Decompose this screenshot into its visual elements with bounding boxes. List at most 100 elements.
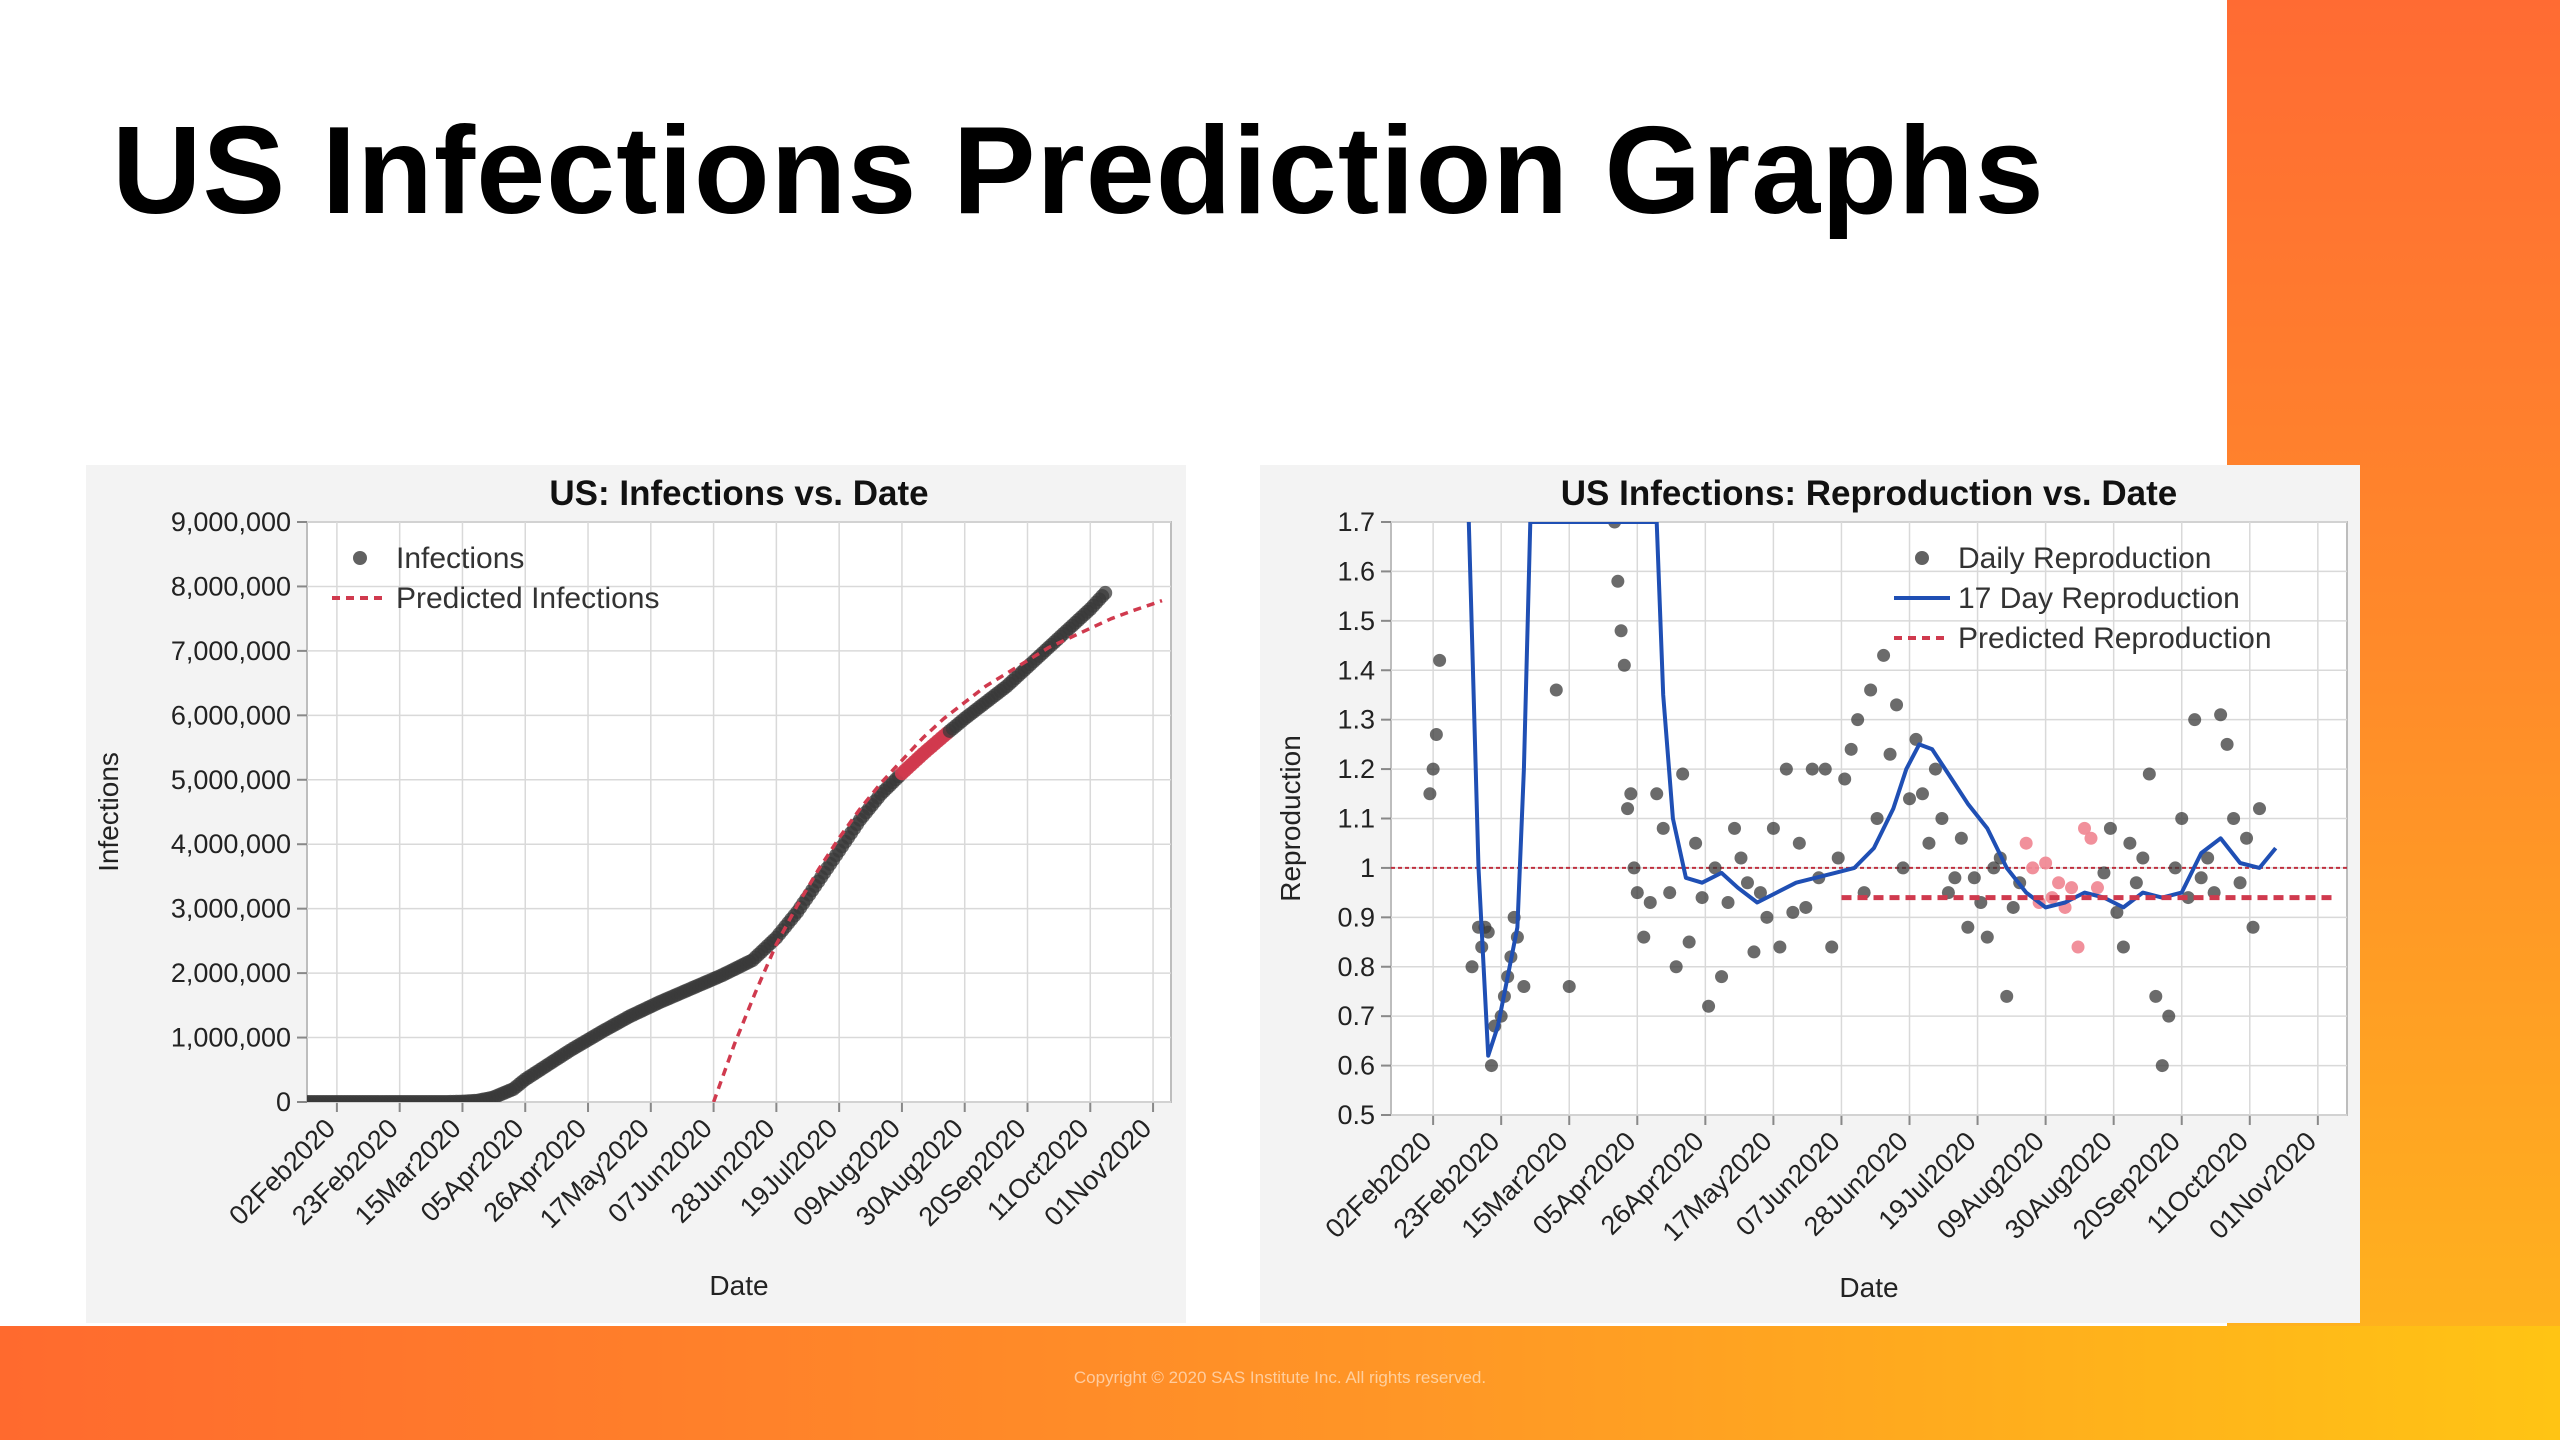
daily-reproduction-point bbox=[1708, 861, 1722, 875]
daily-reproduction-point bbox=[2065, 881, 2079, 895]
daily-reproduction-point bbox=[2006, 900, 2020, 914]
daily-reproduction-point bbox=[1702, 999, 1716, 1013]
daily-reproduction-point bbox=[1676, 767, 1690, 781]
daily-reproduction-point bbox=[1721, 896, 1735, 910]
legend-marker-daily-reproduction bbox=[1915, 551, 1929, 565]
daily-reproduction-point bbox=[1747, 945, 1761, 959]
daily-reproduction-point bbox=[1429, 727, 1443, 741]
daily-reproduction-point bbox=[1734, 851, 1748, 865]
daily-reproduction-point bbox=[1773, 940, 1787, 954]
daily-reproduction-point bbox=[2214, 708, 2228, 722]
legend-label-predicted-infections: Predicted Infections bbox=[396, 582, 659, 615]
daily-reproduction-point bbox=[1624, 787, 1638, 801]
daily-reproduction-point bbox=[1695, 891, 1709, 905]
page-title: US Infections Prediction Graphs bbox=[112, 102, 2045, 240]
y-tick-label: 2,000,000 bbox=[171, 958, 291, 988]
daily-reproduction-point bbox=[1650, 787, 1664, 801]
daily-reproduction-point bbox=[2194, 871, 2208, 885]
daily-reproduction-point bbox=[1805, 762, 1819, 776]
daily-reproduction-point bbox=[1740, 876, 1754, 890]
daily-reproduction-point bbox=[1838, 772, 1852, 786]
predicted-infections-line bbox=[711, 598, 1163, 1102]
daily-reproduction-point bbox=[1948, 871, 1962, 885]
legend-label-infections: Infections bbox=[396, 542, 524, 575]
legend-marker-infections bbox=[353, 551, 367, 565]
daily-reproduction-point bbox=[1728, 821, 1742, 835]
y-tick-label: 7,000,000 bbox=[171, 636, 291, 666]
daily-reproduction-point bbox=[2246, 920, 2260, 934]
chart-title: US Infections: Reproduction vs. Date bbox=[1561, 474, 2177, 513]
daily-reproduction-point bbox=[1928, 762, 1942, 776]
daily-reproduction-point bbox=[1825, 940, 1839, 954]
daily-reproduction-point bbox=[1760, 910, 1774, 924]
daily-reproduction-point bbox=[1637, 930, 1651, 944]
daily-reproduction-point bbox=[2227, 812, 2241, 825]
daily-reproduction-point bbox=[1987, 861, 2001, 875]
reproduction-chart-panel: US Infections: Reproduction vs. Date 02Fe… bbox=[1260, 465, 2360, 1323]
daily-reproduction-point bbox=[2168, 861, 2182, 875]
daily-reproduction-point bbox=[1423, 787, 1437, 801]
daily-reproduction-point bbox=[1967, 871, 1981, 885]
daily-reproduction-point bbox=[2233, 876, 2247, 890]
y-tick-label: 1.4 bbox=[1337, 655, 1375, 685]
daily-reproduction-point bbox=[2201, 851, 2215, 865]
daily-reproduction-point bbox=[2175, 812, 2189, 825]
daily-reproduction-point bbox=[2039, 856, 2053, 870]
daily-reproduction-point bbox=[1481, 925, 1495, 939]
plot-marks bbox=[1423, 522, 2338, 1073]
plot-marks bbox=[307, 585, 1163, 1102]
daily-reproduction-point bbox=[2078, 821, 2092, 835]
daily-reproduction-point bbox=[1779, 762, 1793, 776]
daily-reproduction-point bbox=[1922, 836, 1936, 850]
y-axis-label: Infections bbox=[93, 752, 124, 872]
daily-reproduction-point bbox=[1484, 1059, 1498, 1073]
legend-label-predicted-reproduction: Predicted Reproduction bbox=[1958, 622, 2272, 655]
daily-reproduction-point bbox=[1883, 747, 1897, 761]
daily-reproduction-point bbox=[2000, 989, 2014, 1003]
daily-reproduction-point bbox=[1903, 792, 1917, 806]
y-tick-label: 4,000,000 bbox=[171, 829, 291, 859]
y-tick-label: 1.6 bbox=[1337, 556, 1375, 586]
daily-reproduction-point bbox=[1935, 812, 1949, 825]
daily-reproduction-point bbox=[1682, 935, 1696, 949]
y-tick-label: 0 bbox=[276, 1087, 291, 1117]
y-tick-label: 8,000,000 bbox=[171, 571, 291, 601]
daily-reproduction-point bbox=[2253, 802, 2267, 816]
daily-reproduction-point bbox=[2181, 891, 2195, 905]
y-tick-label: 1.1 bbox=[1337, 804, 1375, 834]
daily-reproduction-point bbox=[2220, 737, 2234, 751]
daily-reproduction-point bbox=[1562, 980, 1576, 994]
daily-reproduction-point bbox=[1753, 886, 1767, 900]
y-tick-label: 0.7 bbox=[1337, 1001, 1375, 1031]
daily-reproduction-point bbox=[2162, 1009, 2176, 1023]
daily-reproduction-point bbox=[2110, 905, 2124, 919]
daily-reproduction-point bbox=[1643, 896, 1657, 910]
y-tick-label: 3,000,000 bbox=[171, 894, 291, 924]
y-tick-label: 5,000,000 bbox=[171, 765, 291, 795]
daily-reproduction-point bbox=[1877, 648, 1891, 662]
daily-reproduction-point bbox=[1614, 624, 1628, 638]
daily-reproduction-point bbox=[2090, 881, 2104, 895]
y-tick-label: 6,000,000 bbox=[171, 700, 291, 730]
y-tick-label: 1.5 bbox=[1337, 606, 1375, 636]
daily-reproduction-point bbox=[1549, 683, 1563, 697]
y-tick-label: 0.6 bbox=[1337, 1051, 1375, 1081]
daily-reproduction-point bbox=[1799, 900, 1813, 914]
y-tick-label: 9,000,000 bbox=[171, 507, 291, 537]
infections-point bbox=[1098, 585, 1113, 600]
daily-reproduction-point bbox=[1831, 851, 1845, 865]
chart-title: US: Infections vs. Date bbox=[549, 474, 928, 513]
daily-reproduction-point bbox=[1517, 980, 1531, 994]
daily-reproduction-point bbox=[1915, 787, 1929, 801]
legend-label-daily-reproduction: Daily Reproduction bbox=[1958, 542, 2211, 575]
daily-reproduction-point bbox=[1961, 920, 1975, 934]
daily-reproduction-point bbox=[1689, 836, 1703, 850]
daily-reproduction-point bbox=[2142, 767, 2156, 781]
daily-reproduction-point bbox=[1433, 653, 1447, 667]
daily-reproduction-point bbox=[1870, 812, 1884, 825]
daily-reproduction-point bbox=[1792, 836, 1806, 850]
daily-reproduction-point bbox=[1980, 930, 1994, 944]
17-day-reproduction-line bbox=[1466, 522, 2278, 1058]
y-tick-label: 0.9 bbox=[1337, 902, 1375, 932]
infections-chart-panel: US: Infections vs. Date 02Feb2020 23Feb202… bbox=[86, 465, 1186, 1323]
